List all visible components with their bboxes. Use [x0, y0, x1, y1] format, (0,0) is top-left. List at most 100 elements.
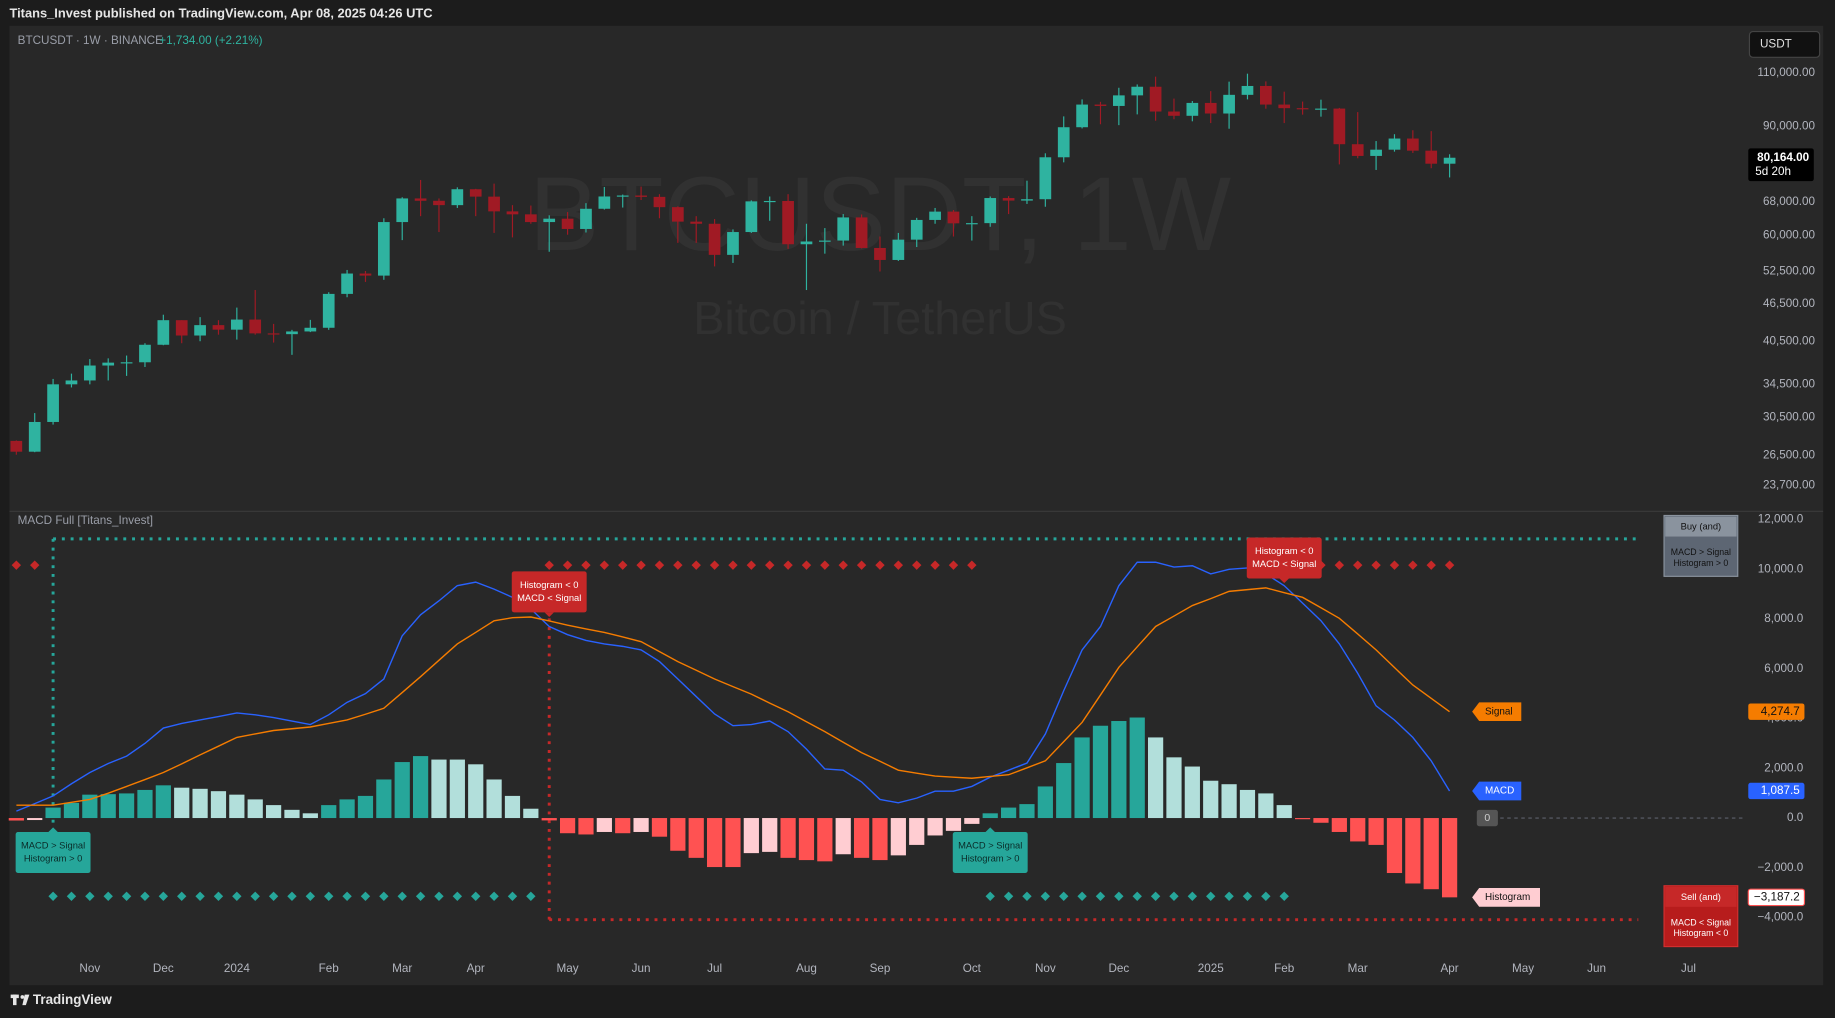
annotation-text: Histogram < 0 [520, 580, 579, 590]
y-tick-label: 30,500.00 [1763, 411, 1815, 424]
histogram-bar [1258, 793, 1274, 819]
candle-body [1315, 108, 1327, 110]
histogram-bar [890, 818, 906, 856]
candle-body [120, 362, 133, 364]
x-tick-label: May [557, 962, 579, 975]
candle-body [1168, 111, 1180, 116]
candle-body [414, 198, 427, 201]
histogram-bar [118, 793, 135, 819]
candle-body [580, 208, 592, 229]
last-value-label: 1,087.5 [1761, 784, 1800, 797]
candle-body [708, 223, 721, 255]
candle-body [671, 207, 684, 222]
annotation-pointer [985, 827, 995, 833]
histogram-bar [1184, 766, 1200, 819]
header-text: Titans_Invest published on TradingView.c… [9, 5, 432, 20]
x-tick-label: Jul [707, 962, 722, 975]
histogram-bar [504, 795, 521, 819]
candle-body [561, 218, 574, 229]
candle-body [947, 211, 960, 224]
histogram-bar [1129, 717, 1145, 819]
histogram-bar [1239, 789, 1256, 819]
histogram-bar [174, 787, 190, 819]
candle-body [1112, 95, 1125, 106]
candle-body [635, 195, 647, 197]
candle-body [83, 365, 96, 381]
histogram-bar [945, 818, 962, 831]
x-tick-label: Jun [1587, 962, 1606, 975]
y-tick-label: −4,000.0 [1757, 911, 1803, 924]
y-tick-label: 0.0 [1787, 811, 1804, 824]
candle-body [451, 189, 464, 206]
annotation-pointer [48, 827, 58, 833]
candle-body [377, 222, 390, 276]
histogram-bar [1000, 807, 1017, 819]
candle-body [28, 421, 41, 452]
histogram-bar [63, 802, 80, 819]
candle-body [1131, 86, 1144, 96]
histogram-bar [412, 756, 429, 819]
histogram-bar [541, 818, 557, 821]
candle-body [543, 218, 556, 223]
series-tag-box [1472, 887, 1541, 907]
histogram-bar [762, 818, 778, 852]
histogram-bar [982, 813, 998, 819]
countdown-label: 5d 20h [1755, 165, 1791, 178]
indicator-line [16, 561, 1451, 812]
currency-button[interactable] [1748, 31, 1821, 58]
histogram-bar [872, 818, 888, 861]
x-tick-label: Apr [1440, 962, 1458, 975]
x-tick-label: Feb [319, 962, 340, 975]
series-tag-box [1472, 781, 1522, 801]
histogram-bar [1203, 780, 1219, 819]
candle-body [102, 362, 115, 366]
candle-body [855, 217, 868, 248]
candle-body [1259, 85, 1272, 105]
legend-box-text: Histogram < 0 [1673, 928, 1728, 938]
watermark-subtitle: Bitcoin / TetherUS [693, 292, 1067, 344]
histogram-bar [1405, 818, 1421, 884]
indicator-line [16, 587, 1450, 806]
histogram-bar [706, 818, 723, 868]
candle-body [1002, 198, 1015, 201]
candle-body [910, 219, 923, 240]
candle-body [727, 232, 739, 255]
histogram-bar [596, 818, 612, 832]
candle-body [1351, 144, 1364, 156]
histogram-bar [449, 759, 465, 819]
currency-label[interactable]: USDT [1760, 38, 1792, 51]
y-tick-label: 68,000.00 [1763, 195, 1815, 208]
histogram-bar [1147, 737, 1164, 819]
legend-box-header [1665, 886, 1737, 907]
legend-box-title: Buy (and) [1681, 522, 1722, 532]
histogram-bar [1221, 784, 1237, 819]
brand-name: TradingView [33, 992, 112, 1007]
candle-body [524, 214, 537, 223]
y-tick-label: 8,000.0 [1764, 612, 1803, 625]
candle-body [212, 325, 225, 330]
annotation-box [1246, 537, 1322, 579]
candle-body [506, 211, 519, 215]
histogram-bar [155, 785, 171, 819]
histogram-bar [284, 809, 300, 819]
histogram-bar [1056, 763, 1072, 819]
x-tick-label: Mar [1348, 962, 1368, 975]
candle-body [745, 201, 758, 233]
histogram-bar [633, 818, 649, 832]
candle-body [1388, 138, 1401, 150]
histogram-bar [1313, 818, 1329, 823]
x-tick-label: Jul [1681, 962, 1696, 975]
histogram-bar [376, 779, 392, 819]
x-tick-label: Apr [467, 962, 485, 975]
candle-body [1039, 157, 1052, 200]
histogram-bar [909, 818, 925, 845]
candle-body [1278, 104, 1291, 109]
logo-part [22, 994, 30, 1006]
x-tick-label: 2024 [224, 962, 251, 975]
candle-body [1406, 138, 1419, 151]
last-value-box [1748, 703, 1805, 720]
candle-body [1296, 108, 1309, 110]
histogram-bar [651, 818, 668, 837]
